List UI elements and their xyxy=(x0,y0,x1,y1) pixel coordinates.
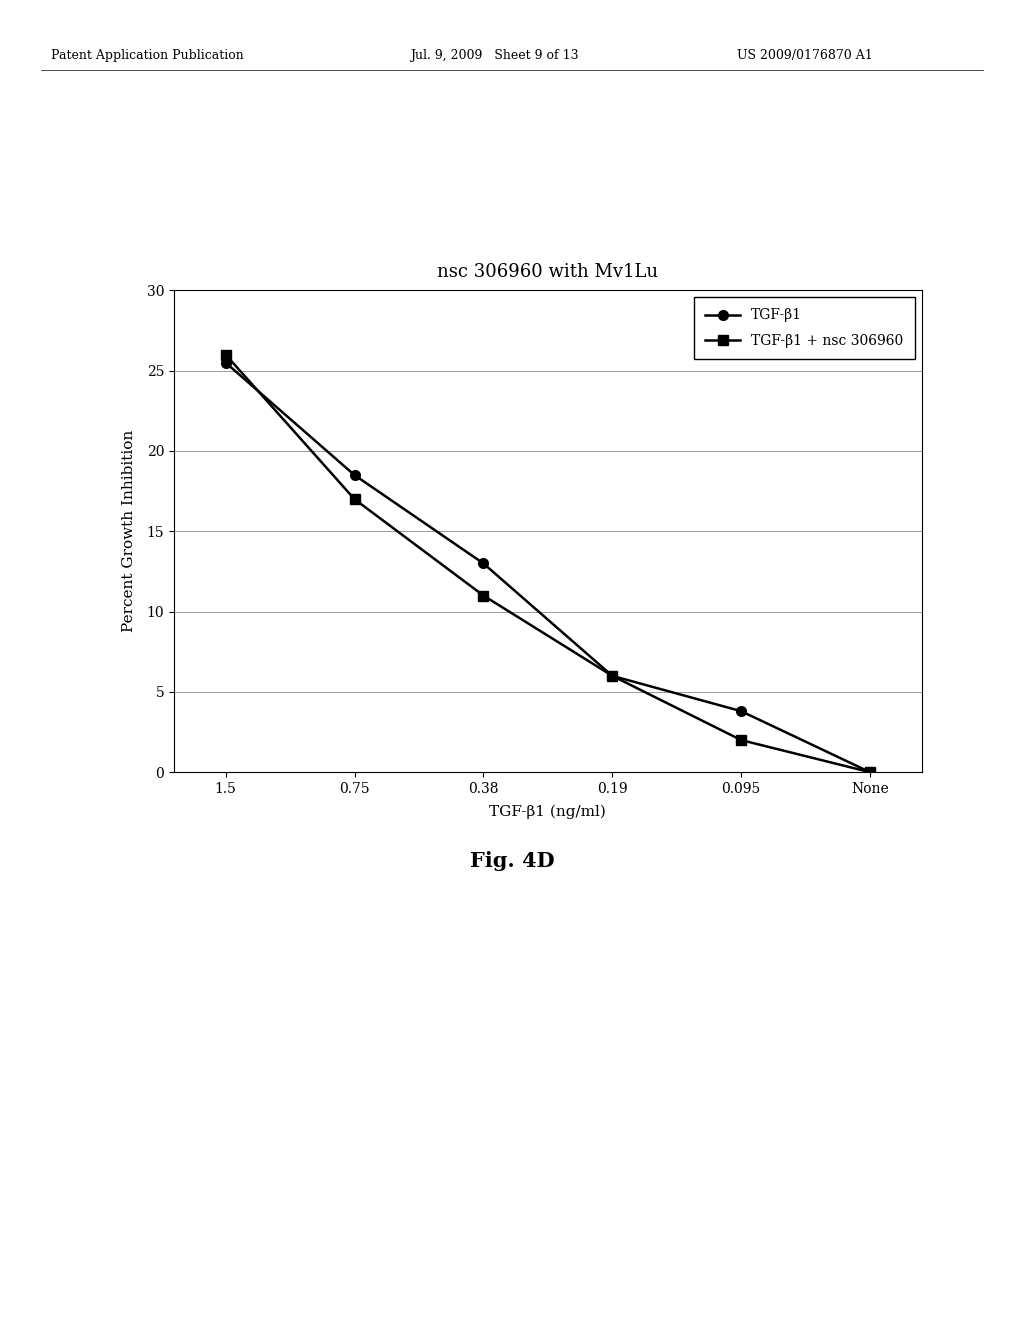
TGF-β1 + nsc 306960 xyxy=(219,347,231,363)
TGF-β1 xyxy=(735,704,748,719)
Line: TGF-β1 + nsc 306960: TGF-β1 + nsc 306960 xyxy=(221,350,874,777)
Legend: TGF-β1, TGF-β1 + nsc 306960: TGF-β1, TGF-β1 + nsc 306960 xyxy=(694,297,914,359)
TGF-β1 + nsc 306960 xyxy=(348,491,360,507)
Text: US 2009/0176870 A1: US 2009/0176870 A1 xyxy=(737,49,873,62)
TGF-β1 + nsc 306960 xyxy=(864,764,877,780)
Text: Jul. 9, 2009   Sheet 9 of 13: Jul. 9, 2009 Sheet 9 of 13 xyxy=(410,49,579,62)
Line: TGF-β1: TGF-β1 xyxy=(221,358,874,777)
TGF-β1 + nsc 306960 xyxy=(606,668,618,684)
TGF-β1 xyxy=(864,764,877,780)
TGF-β1 xyxy=(477,556,489,572)
TGF-β1 xyxy=(219,355,231,371)
TGF-β1 xyxy=(348,467,360,483)
TGF-β1 xyxy=(606,668,618,684)
Text: Fig. 4D: Fig. 4D xyxy=(470,851,554,871)
TGF-β1 + nsc 306960 xyxy=(477,587,489,603)
Y-axis label: Percent Growth Inhibition: Percent Growth Inhibition xyxy=(122,430,135,632)
Text: Patent Application Publication: Patent Application Publication xyxy=(51,49,244,62)
X-axis label: TGF-β1 (ng/ml): TGF-β1 (ng/ml) xyxy=(489,804,606,818)
Title: nsc 306960 with Mv1Lu: nsc 306960 with Mv1Lu xyxy=(437,263,658,281)
TGF-β1 + nsc 306960 xyxy=(735,733,748,748)
